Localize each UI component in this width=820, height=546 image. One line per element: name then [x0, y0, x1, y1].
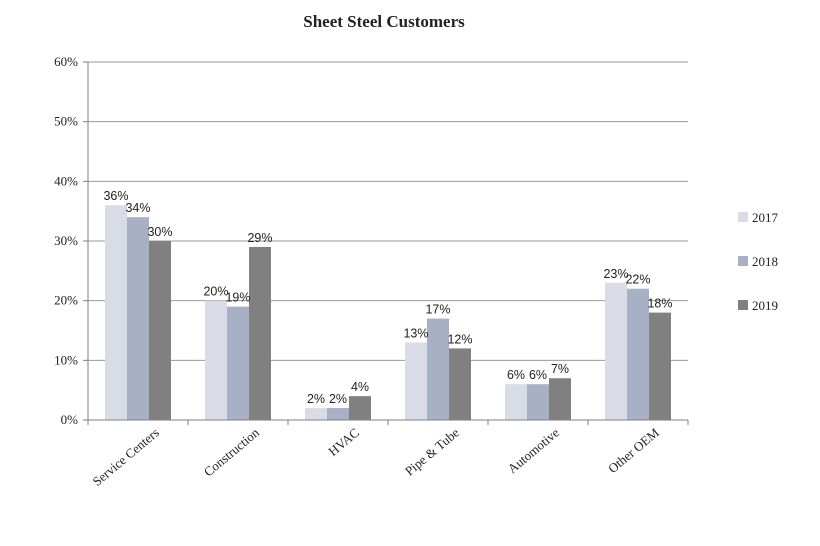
y-tick-label: 30% [54, 233, 78, 248]
legend-swatch [738, 212, 748, 222]
bar [349, 396, 371, 420]
data-label: 29% [247, 231, 272, 245]
data-label: 18% [647, 297, 672, 311]
bar [405, 342, 427, 420]
bar [149, 241, 171, 420]
bar [127, 217, 149, 420]
gridlines [88, 61, 688, 361]
data-label: 4% [351, 380, 369, 394]
y-tick-label: 50% [54, 114, 78, 129]
bar [227, 306, 249, 420]
data-label: 12% [447, 332, 472, 346]
legend-swatch [738, 256, 748, 266]
data-label: 17% [425, 303, 450, 317]
data-labels: 36%34% 30% 20%19% 29% 2% 2% 4% 13% 17% 12% 6% 6% 7% 2… [103, 189, 672, 406]
bar [449, 348, 471, 420]
y-axis: 0% 10% 20% 30% 40% 50% 60% [54, 54, 89, 427]
data-label: 23% [603, 267, 628, 281]
data-label: 36% [103, 189, 128, 203]
legend-swatch [738, 300, 748, 310]
legend-label: 2017 [752, 210, 779, 225]
bar [105, 205, 127, 420]
y-tick-label: 40% [54, 173, 78, 188]
bar [649, 312, 671, 420]
x-axis: Service Centers Construction HVAC Pipe & Tu… [87, 419, 689, 489]
bar [327, 408, 349, 420]
legend-label: 2018 [752, 254, 778, 269]
data-label: 7% [551, 362, 569, 376]
y-tick-label: 10% [54, 352, 78, 367]
category-label: Service Centers [90, 425, 162, 489]
bar [527, 384, 549, 420]
category-label: Pipe & Tube [402, 425, 462, 479]
data-label: 22% [625, 273, 650, 287]
data-label: 30% [147, 225, 172, 239]
y-tick-label: 60% [54, 54, 78, 69]
bar [605, 282, 627, 420]
legend-label: 2019 [752, 298, 778, 313]
bar [505, 384, 527, 420]
legend: 2017 2018 2019 [738, 210, 779, 313]
data-label: 6% [507, 368, 525, 382]
bar [205, 300, 227, 420]
category-label: Automotive [505, 425, 562, 477]
bars [105, 205, 671, 420]
category-label: Other OEM [605, 425, 662, 476]
data-label: 2% [329, 392, 347, 406]
y-tick-label: 0% [61, 412, 79, 427]
data-label: 2% [307, 392, 325, 406]
bar [305, 408, 327, 420]
bar [427, 318, 449, 420]
data-label: 20% [203, 285, 228, 299]
data-label: 34% [125, 201, 150, 215]
bar [549, 378, 571, 420]
bar [627, 288, 649, 420]
data-label: 6% [529, 368, 547, 382]
category-label: Construction [201, 424, 262, 479]
bar [249, 246, 271, 420]
data-label: 13% [403, 326, 428, 340]
chart-title: Sheet Steel Customers [303, 12, 465, 31]
data-label: 19% [225, 291, 250, 305]
y-tick-label: 20% [54, 293, 78, 308]
category-label: HVAC [325, 425, 362, 459]
